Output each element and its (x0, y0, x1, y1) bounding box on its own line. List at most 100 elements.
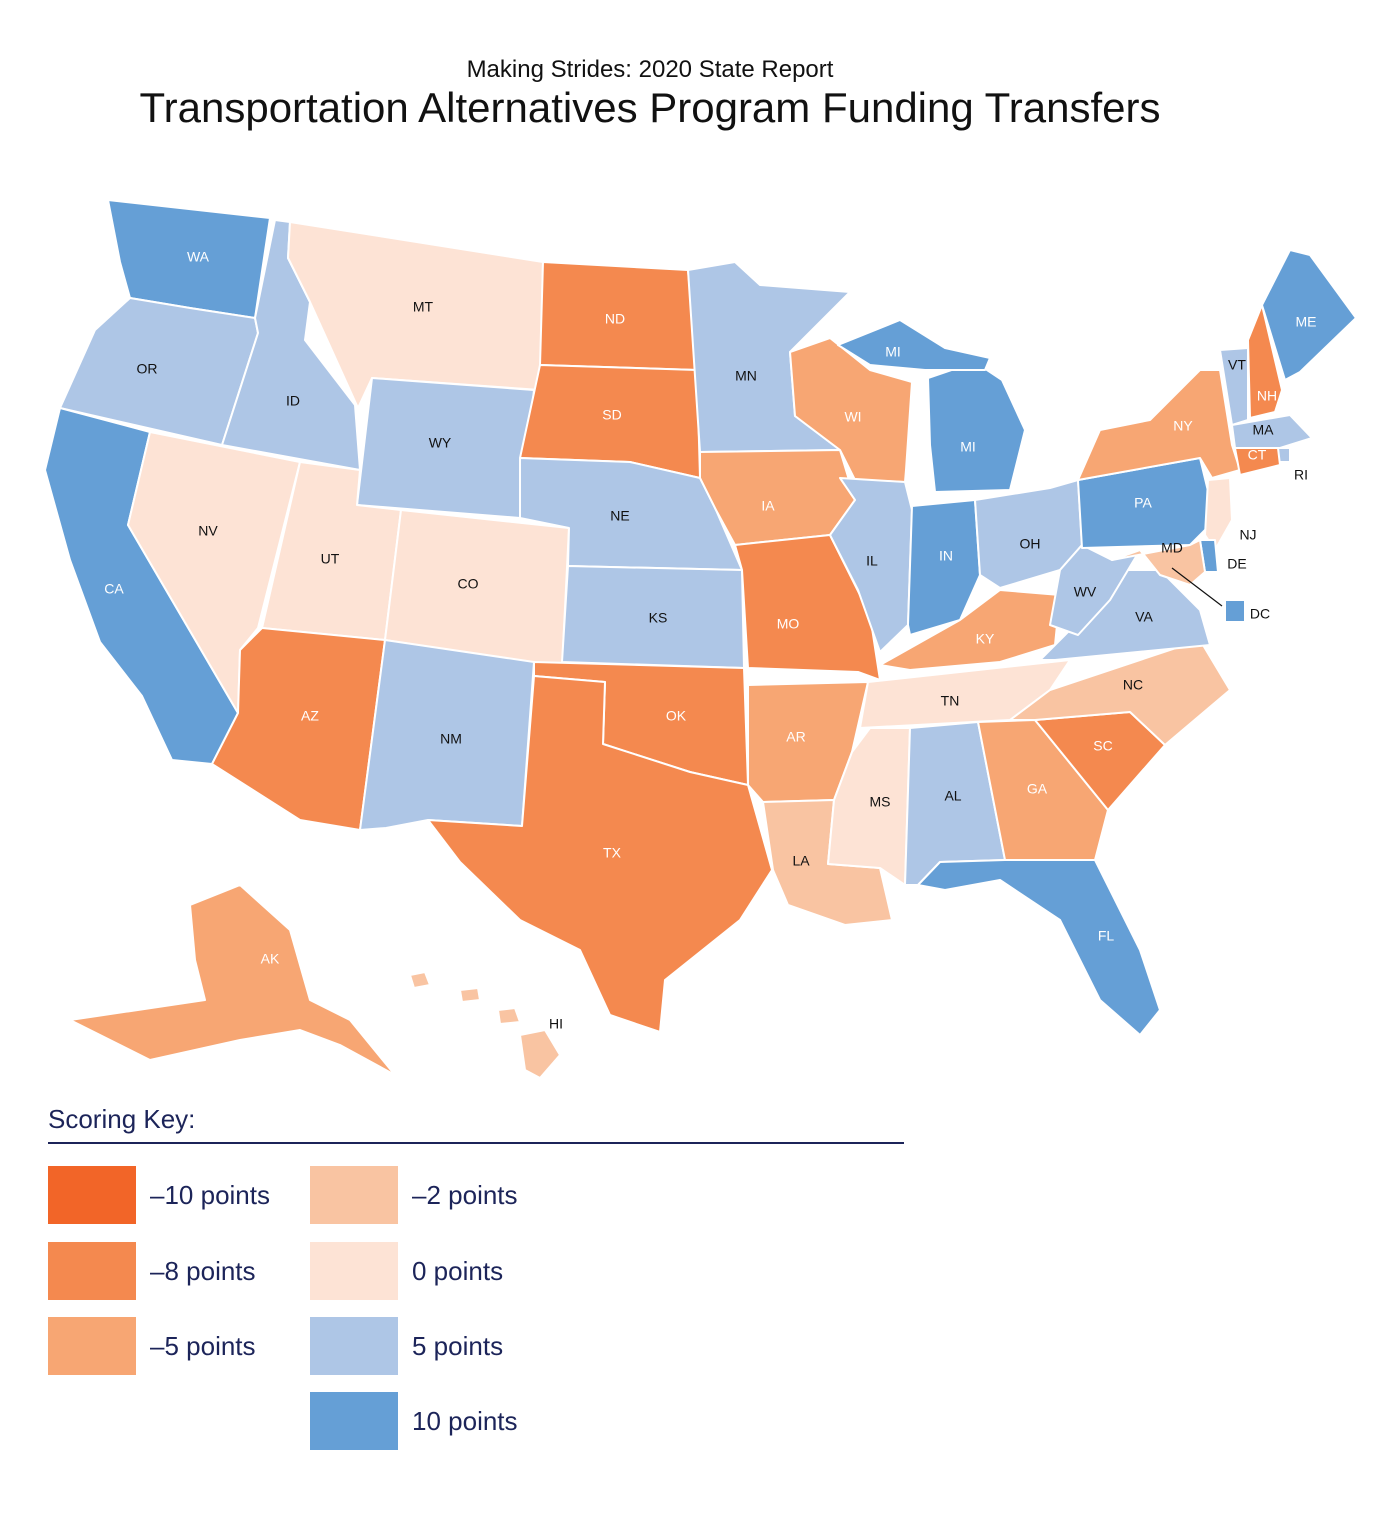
state-label-hi: HI (549, 1016, 563, 1032)
state-label-ct: CT (1248, 447, 1267, 463)
legend-swatch (310, 1166, 398, 1224)
state-label-vt: VT (1228, 357, 1246, 373)
state-label-wa: WA (187, 249, 210, 265)
state-me (1261, 249, 1357, 381)
state-label-mt: MT (413, 299, 434, 315)
state-label-al: AL (944, 788, 961, 804)
state-vt (1219, 347, 1249, 426)
state-hi-part (497, 1007, 521, 1025)
legend-label: –2 points (412, 1179, 518, 1210)
state-md (1111, 539, 1206, 586)
labels-layer: WA OR CA ID NV MT WY UT CO AZ NM ND SD NE KS OK TX MN IA MO… (104, 249, 1316, 1032)
state-label-mi-2: MI (885, 344, 901, 360)
legend-label: 5 points (412, 1330, 504, 1361)
state-ma (1231, 414, 1313, 449)
state-label-nh: NH (1257, 388, 1277, 404)
state-label-nj: NJ (1239, 527, 1256, 543)
state-label-wy: WY (429, 435, 452, 451)
state-label-la: LA (792, 853, 810, 869)
legend-swatch (48, 1166, 136, 1224)
legend-item-0: 0 points (310, 1242, 503, 1300)
state-label-sd: SD (602, 407, 621, 423)
state-label-ms: MS (870, 794, 891, 810)
map-subtitle: Making Strides: 2020 State Report (466, 56, 834, 83)
legend-item-minus5: –5 points (48, 1317, 256, 1375)
legend-item-minus10: –10 points (48, 1166, 270, 1224)
state-label-ak: AK (261, 951, 280, 967)
legend-item-10: 10 points (310, 1392, 518, 1450)
state-ct (1234, 447, 1281, 476)
state-ak (69, 884, 396, 1076)
state-label-mi: MI (960, 439, 976, 455)
state-label-ia: IA (761, 498, 775, 514)
legend-swatch (48, 1242, 136, 1300)
state-label-ok: OK (666, 708, 687, 724)
state-label-ny: NY (1173, 418, 1193, 434)
state-label-ca: CA (104, 581, 124, 597)
state-label-tn: TN (941, 693, 960, 709)
state-tx (427, 675, 773, 1033)
state-label-id: ID (286, 393, 300, 409)
state-hi (409, 971, 431, 989)
state-label-co: CO (458, 576, 479, 592)
legend-swatch (310, 1242, 398, 1300)
legend-divider (48, 1142, 904, 1144)
state-hi-part (459, 987, 481, 1003)
state-nh (1247, 304, 1283, 419)
state-label-nv: NV (198, 523, 218, 539)
state-label-ut: UT (321, 551, 340, 567)
state-label-nc: NC (1123, 677, 1143, 693)
us-choropleth-map: WA OR CA ID NV MT WY UT CO AZ NM ND SD NE KS OK TX MN IA MO… (44, 199, 1357, 1079)
state-label-ky: KY (976, 631, 995, 647)
state-label-md: MD (1161, 540, 1183, 556)
state-label-pa: PA (1134, 495, 1152, 511)
state-mi-part (837, 319, 991, 371)
state-fl (917, 859, 1161, 1036)
states-layer (44, 199, 1357, 1079)
legend-swatch (310, 1392, 398, 1450)
state-label-oh: OH (1020, 536, 1041, 552)
state-label-or: OR (137, 361, 158, 377)
state-nc (1009, 639, 1231, 746)
map-title: Transportation Alternatives Program Fund… (139, 84, 1161, 131)
state-il (829, 477, 913, 653)
state-label-va: VA (1135, 609, 1153, 625)
state-label-ks: KS (649, 610, 668, 626)
state-label-nm: NM (440, 731, 462, 747)
state-label-dc: DC (1250, 606, 1270, 622)
legend-label: –5 points (150, 1330, 256, 1361)
state-label-in: IN (939, 548, 953, 564)
state-label-mn: MN (735, 368, 757, 384)
legend-label: 10 points (412, 1405, 518, 1436)
legend-label: 0 points (412, 1255, 504, 1286)
state-label-tx: TX (603, 845, 622, 861)
state-dc (1224, 599, 1246, 623)
state-wi (789, 337, 913, 483)
state-label-ri: RI (1294, 467, 1308, 483)
state-hi-part (519, 1029, 561, 1079)
state-label-de: DE (1227, 556, 1246, 572)
state-ms (827, 727, 911, 886)
legend-item-minus8: –8 points (48, 1242, 256, 1300)
state-mi (927, 361, 1026, 493)
state-label-nd: ND (605, 311, 625, 327)
state-label-ne: NE (610, 508, 629, 524)
legend-label: –8 points (150, 1255, 256, 1286)
dc-leader-line (1171, 567, 1223, 607)
legend-label: –10 points (150, 1179, 270, 1210)
state-ny (1077, 369, 1241, 481)
legend-title: Scoring Key: (48, 1104, 196, 1134)
legend-swatch (48, 1317, 136, 1375)
state-label-wv: WV (1074, 584, 1097, 600)
legend-swatch (310, 1317, 398, 1375)
state-label-ar: AR (786, 729, 805, 745)
state-label-il: IL (866, 553, 878, 569)
state-label-me: ME (1296, 314, 1317, 330)
state-label-fl: FL (1098, 928, 1115, 944)
state-label-az: AZ (301, 708, 319, 724)
legend-item-minus2: –2 points (310, 1166, 518, 1224)
state-label-ma: MA (1253, 422, 1275, 438)
state-label-sc: SC (1093, 738, 1112, 754)
state-label-ga: GA (1027, 781, 1048, 797)
state-nj (1204, 477, 1233, 551)
